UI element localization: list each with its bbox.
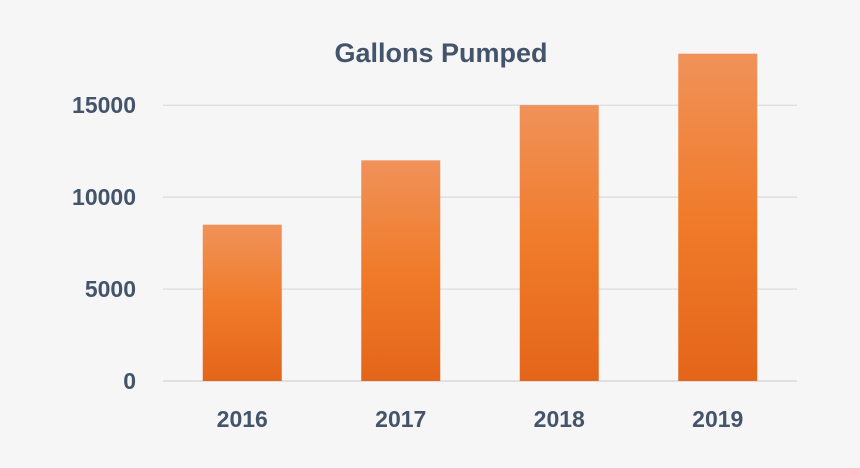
y-tick-label: 5000 [85, 276, 136, 302]
x-tick-label: 2016 [217, 406, 268, 432]
x-tick-label: 2019 [692, 406, 743, 432]
bar-2017 [361, 160, 441, 381]
x-tick-label: 2017 [375, 406, 426, 432]
y-axis-tick-labels: 0 5000 10000 15000 [72, 92, 136, 394]
chart-title: Gallons Pumped [334, 38, 547, 68]
x-tick-label: 2018 [534, 406, 585, 432]
y-tick-label: 15000 [72, 92, 136, 118]
bar-2019 [678, 53, 758, 382]
bar-2016 [202, 224, 282, 381]
bars [202, 53, 758, 382]
y-tick-label: 0 [123, 368, 136, 394]
y-tick-label: 10000 [72, 184, 136, 210]
x-axis-tick-labels: 2016 2017 2018 2019 [217, 406, 744, 432]
bar-2018 [519, 105, 599, 382]
